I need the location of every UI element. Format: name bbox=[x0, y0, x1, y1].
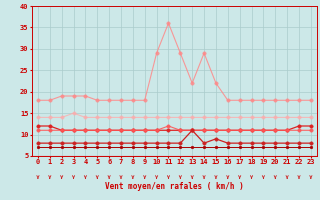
X-axis label: Vent moyen/en rafales ( km/h ): Vent moyen/en rafales ( km/h ) bbox=[105, 182, 244, 191]
